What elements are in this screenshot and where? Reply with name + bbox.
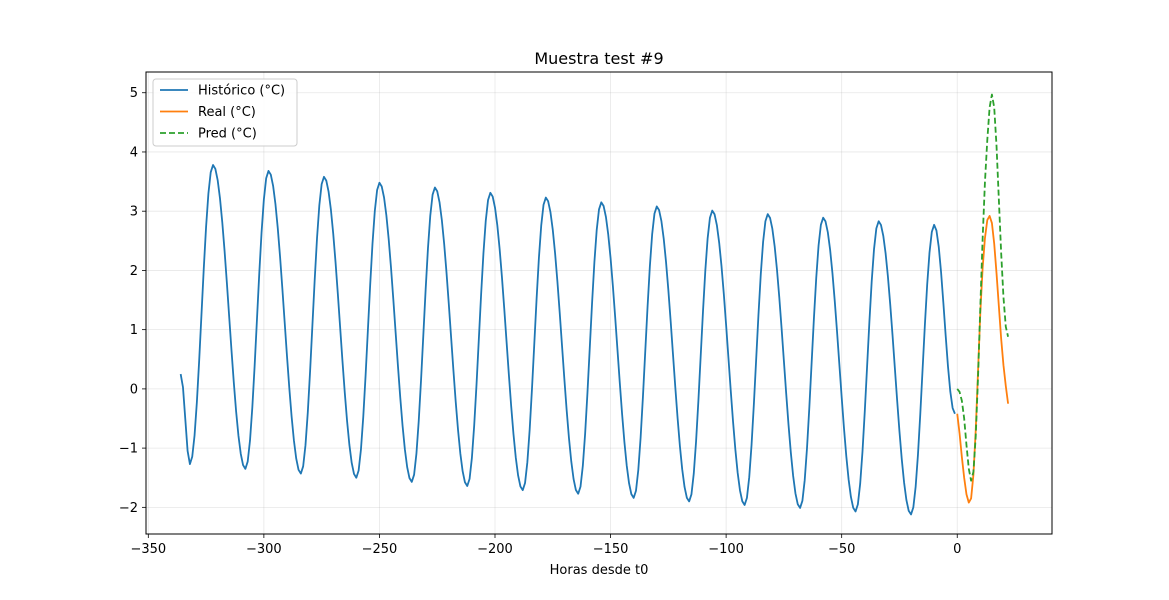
x-tick-label: −100 <box>708 542 744 557</box>
x-tick-label: −350 <box>130 542 166 557</box>
legend-label: Real (°C) <box>198 105 256 120</box>
series-line-real <box>956 215 1009 504</box>
legend-label: Pred (°C) <box>198 127 257 142</box>
x-tick-label: 0 <box>953 542 961 557</box>
y-tick-label: −2 <box>119 501 138 516</box>
y-tick-label: 1 <box>130 323 138 338</box>
legend-box <box>152 78 298 147</box>
series-line-pred <box>956 93 1009 482</box>
y-axis: −2 −1 0 1 2 3 4 5 <box>119 86 146 516</box>
legend: Histórico (°C) Real (°C) Pred (°C) <box>152 78 298 147</box>
y-tick-label: 4 <box>130 145 138 160</box>
y-tick-label: −1 <box>119 442 138 457</box>
chart-title: Muestra test #9 <box>534 49 663 68</box>
x-tick-label: −300 <box>246 542 282 557</box>
series-layer <box>179 93 1009 516</box>
x-axis-label: Horas desde t0 <box>550 563 649 578</box>
x-tick-label: −200 <box>477 542 513 557</box>
y-tick-label: 3 <box>130 205 138 220</box>
series-line-historico <box>179 164 956 516</box>
plot-frame <box>145 71 1053 535</box>
y-tick-label: 0 <box>130 382 138 397</box>
x-axis: −350 −300 −250 −200 −150 −100 −50 0 <box>130 534 961 557</box>
x-tick-label: −150 <box>593 542 629 557</box>
legend-label: Histórico (°C) <box>198 84 285 99</box>
x-tick-label: −50 <box>828 542 855 557</box>
y-tick-label: 5 <box>130 86 138 101</box>
x-tick-label: −250 <box>362 542 398 557</box>
y-tick-label: 2 <box>130 264 138 279</box>
